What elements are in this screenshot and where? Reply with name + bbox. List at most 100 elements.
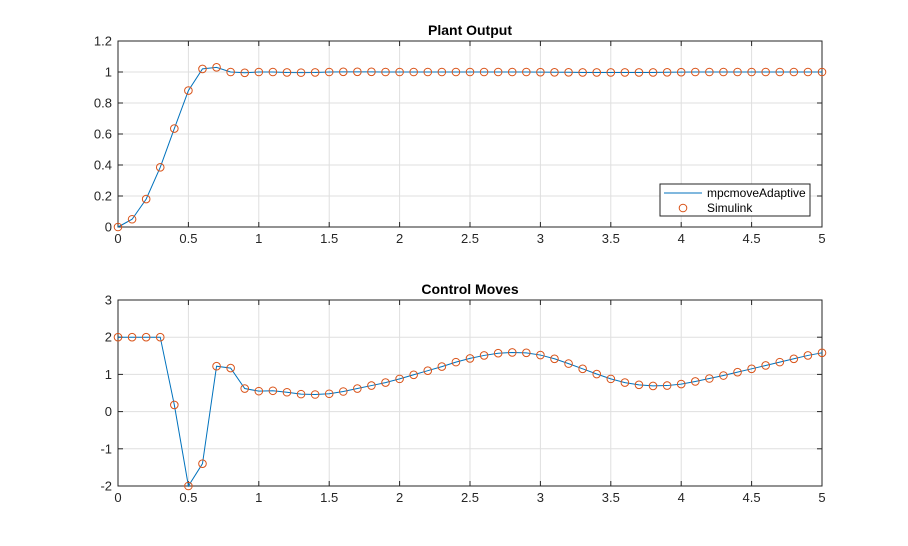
chart-1-series-marker (381, 67, 390, 77)
chart-1-x-tick-label: 5 (818, 231, 825, 246)
chart-2-series-marker (409, 370, 418, 380)
chart-1-series-marker (536, 67, 545, 77)
chart-1-legend-box (659, 183, 811, 217)
chart-1-series-marker (507, 67, 517, 77)
chart-1-series-marker (409, 67, 418, 77)
chart-2-x-tick-label: 0 (114, 490, 121, 505)
chart-2-series-marker (578, 364, 587, 374)
chart-2-x-tick-label: 2 (396, 490, 403, 505)
chart-1-x-tick-label: 2 (396, 231, 403, 246)
chart-1-series-marker (817, 67, 827, 77)
chart-1-series-marker (296, 68, 306, 77)
chart-1-x-tick-label: 1 (255, 231, 262, 246)
chart-2-series-marker (817, 348, 827, 358)
chart-1-series-marker (761, 67, 770, 77)
chart-1-y-tick-label: 1.2 (94, 34, 112, 49)
chart-1-series-marker (479, 67, 489, 77)
chart-2-y-tick-label: 2 (105, 330, 112, 345)
chart-1-series-marker (493, 67, 503, 77)
chart-2-series-marker (479, 351, 489, 360)
chart-2-series-marker (184, 481, 193, 491)
chart-1-series-marker (353, 67, 362, 77)
chart-1-series-marker (198, 64, 207, 74)
chart-1-series-marker (324, 67, 334, 77)
chart-1-legend-label: mpcmoveAdaptive (707, 186, 806, 200)
chart-1-y-tick-label: 0.2 (94, 189, 112, 204)
chart-2-series-marker (170, 400, 179, 410)
chart-1-series-marker (522, 67, 531, 77)
chart-1-series-marker (240, 68, 250, 78)
chart-2-series-marker (719, 371, 728, 380)
chart-2-series-marker (676, 379, 686, 389)
chart-1-series-marker (254, 67, 264, 77)
chart-2-x-tick-label: 2.5 (461, 490, 479, 505)
chart-2-series-marker (592, 369, 602, 379)
chart-1-y-tick-label: 0.4 (94, 158, 112, 173)
chart-2-series-marker (634, 380, 644, 390)
chart-2-y-tick-label: -1 (100, 441, 112, 456)
chart-1-series-marker (423, 67, 433, 77)
chart-2-title: Control Moves (421, 281, 518, 297)
chart-1-series-marker (747, 67, 756, 77)
chart-2-series-marker (381, 378, 390, 387)
chart-1-x-tick-label: 2.5 (461, 231, 479, 246)
chart-1-x-tick-label: 3 (537, 231, 544, 246)
chart-1-x-tick-label: 1.5 (320, 231, 338, 246)
chart-2-series-marker (662, 381, 672, 390)
chart-1-series-marker (620, 68, 630, 77)
chart-1-series-marker (733, 67, 742, 77)
chart-1-series-marker (705, 67, 714, 77)
chart-2-x-tick-label: 3.5 (602, 490, 620, 505)
chart-1-series-marker (141, 194, 151, 204)
chart-2-series-marker (789, 354, 799, 364)
chart-1-series-marker (578, 68, 587, 77)
chart-1-x-tick-label: 4.5 (743, 231, 761, 246)
chart-1-y-tick-label: 0.8 (94, 96, 112, 111)
chart-1-series-marker (282, 68, 292, 77)
chart-1-x-tick-label: 0 (114, 231, 121, 246)
chart-2-series-marker (296, 389, 306, 399)
chart-2-series-marker (226, 363, 235, 373)
chart-1-series-marker (338, 67, 348, 77)
chart-1-title: Plant Output (428, 22, 512, 38)
chart-1-series-marker (592, 68, 602, 77)
chart-2-series-marker (310, 390, 320, 399)
chart-1-y-tick-label: 0.6 (94, 127, 112, 142)
chart-2-series-marker (437, 362, 447, 371)
chart-1: 0 0.5 1 1.5 2 2.5 3 3.5 4 4.5 5 0 0.2 0.4 0.6 0.8 1 1.2 Pl… (94, 22, 827, 246)
chart-2-series-marker (395, 374, 404, 384)
chart-1-series-marker (184, 86, 193, 95)
chart-2-series-marker (705, 374, 714, 383)
chart-1-x-tick-label: 0.5 (179, 231, 197, 246)
chart-1-series-marker (803, 67, 813, 77)
chart-2-series-marker (198, 459, 207, 468)
chart-2-x-tick-label: 1 (255, 490, 262, 505)
chart-2-series-marker (451, 357, 461, 367)
chart-1-series-marker (437, 67, 447, 77)
chart-2-series-marker (522, 348, 531, 358)
chart-2-series-marker (155, 332, 165, 342)
chart-1-x-tick-label: 3.5 (602, 231, 620, 246)
chart-2-series-marker (648, 381, 658, 391)
chart-1-series-marker (775, 67, 785, 77)
chart-1-series-marker (634, 68, 644, 77)
chart-2-x-tick-label: 4.5 (743, 490, 761, 505)
chart-1-y-tick-label: 0 (105, 220, 112, 235)
chart-1-series-marker (212, 63, 221, 72)
chart-2-series-marker (367, 381, 376, 390)
chart-2-x-tick-label: 5 (818, 490, 825, 505)
chart-2-series-marker (803, 351, 813, 360)
chart-2-series-marker (113, 332, 123, 342)
chart-2-series-marker (282, 387, 292, 397)
chart-1-y-tick-label: 1 (105, 65, 112, 80)
chart-2-series-marker (564, 359, 573, 368)
chart-2-series-marker (536, 350, 545, 360)
chart-2-series-marker (324, 389, 334, 399)
chart-2-series-marker (606, 374, 616, 384)
chart-1-series-marker (690, 67, 700, 77)
chart-2-series-marker (240, 384, 250, 393)
chart-1-legend-label: Simulink (707, 201, 753, 215)
chart-1-series-marker (310, 68, 320, 77)
chart-2-y-tick-label: -2 (100, 479, 112, 494)
